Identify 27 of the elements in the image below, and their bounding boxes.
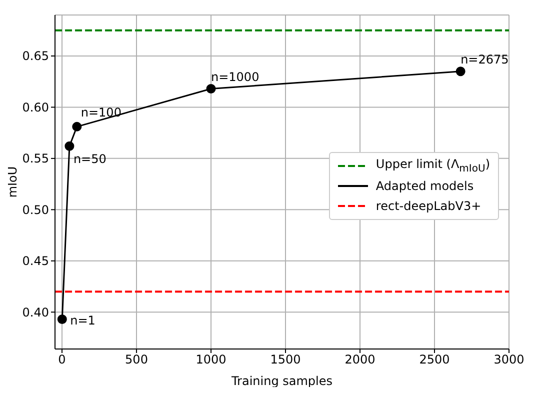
y-tick-label: 0.45 bbox=[22, 254, 49, 268]
point bbox=[456, 66, 466, 76]
y-tick-label: 0.40 bbox=[22, 305, 49, 320]
y-tick-label: 0.50 bbox=[22, 202, 49, 217]
point bbox=[57, 314, 67, 324]
annotation: n=2675 bbox=[460, 52, 509, 66]
y-tick-label: 0.60 bbox=[22, 100, 49, 114]
legend-label: rect-deepLabV3+ bbox=[376, 199, 482, 213]
y-tick-label: 0.65 bbox=[22, 49, 49, 64]
x-tick-label: 1000 bbox=[196, 352, 226, 367]
x-tick-label: 500 bbox=[125, 352, 148, 367]
y-axis-title: mIoU bbox=[5, 166, 20, 198]
annotation: n=1000 bbox=[211, 70, 260, 84]
annotation: n=1 bbox=[70, 313, 96, 328]
x-tick-label: 2000 bbox=[344, 352, 376, 367]
legend-label: Adapted models bbox=[376, 179, 474, 193]
point bbox=[64, 141, 74, 151]
x-tick-label: 0 bbox=[58, 352, 66, 367]
point bbox=[206, 84, 216, 94]
annotation: n=50 bbox=[73, 152, 106, 166]
x-tick-label: 1500 bbox=[270, 352, 301, 367]
legend-label: Upper limit (Λ$_{mIoU}$) bbox=[376, 157, 490, 175]
point bbox=[72, 122, 82, 132]
x-tick-label: 3000 bbox=[494, 352, 524, 367]
x-tick-label: 2500 bbox=[419, 352, 450, 367]
annotation: n=100 bbox=[80, 106, 122, 120]
y-tick-label: 0.55 bbox=[22, 152, 49, 166]
